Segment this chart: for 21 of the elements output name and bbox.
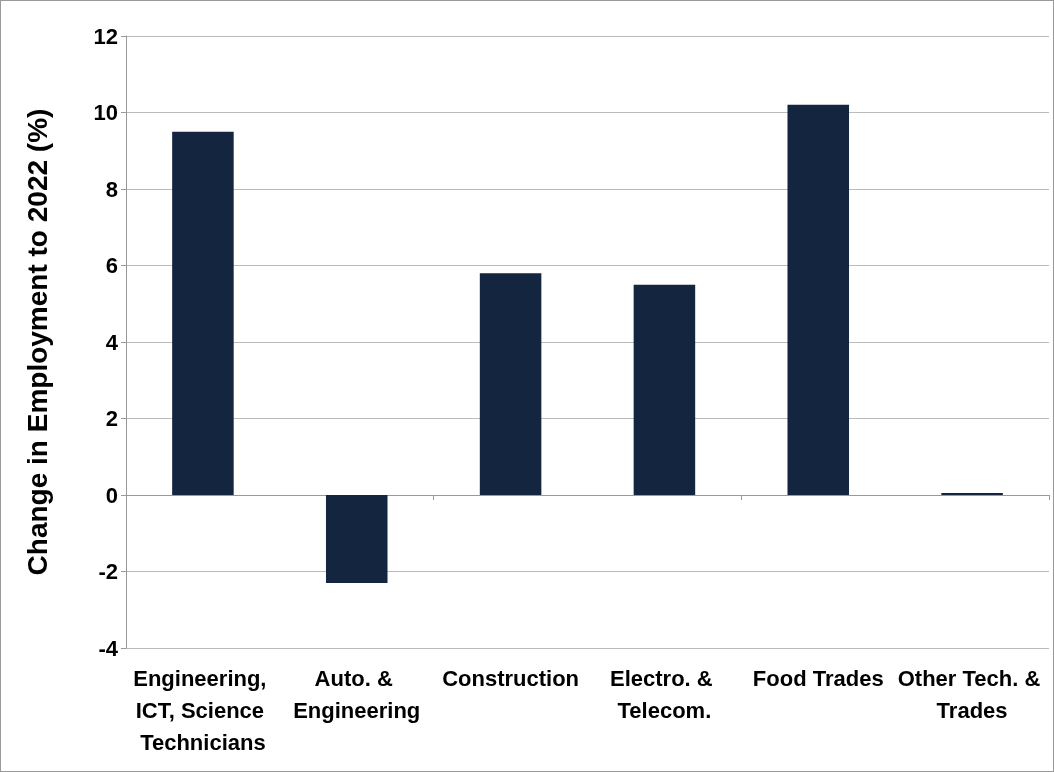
bar [325,495,388,583]
bar [172,131,234,495]
y-tick-label: 8 [105,176,118,202]
y-tick-label: 0 [105,482,118,508]
bar [633,284,696,495]
x-tick-label: Electro. & Telecom. [610,665,719,723]
y-axis-title: Change in Employment to 2022 (%) [21,108,53,576]
x-tick-label: Food Trades [752,665,884,691]
y-tick-label: 6 [105,253,118,278]
x-tick-label: Other Tech. & Trades [897,665,1047,723]
x-tick-label: Construction [442,665,580,691]
y-tick-label: 2 [105,406,118,431]
y-tick-label: 10 [93,100,118,125]
y-tick-label: 4 [105,329,119,355]
bar [479,273,542,495]
y-tick-label: -2 [98,559,118,584]
bar [787,104,850,495]
y-tick-label: 12 [93,23,118,49]
x-tick-label: Engineering, ICT, Science Technicians [133,665,273,755]
x-tick-label: Auto. & Engineering [293,665,421,723]
y-tick-label: -4 [98,635,119,661]
